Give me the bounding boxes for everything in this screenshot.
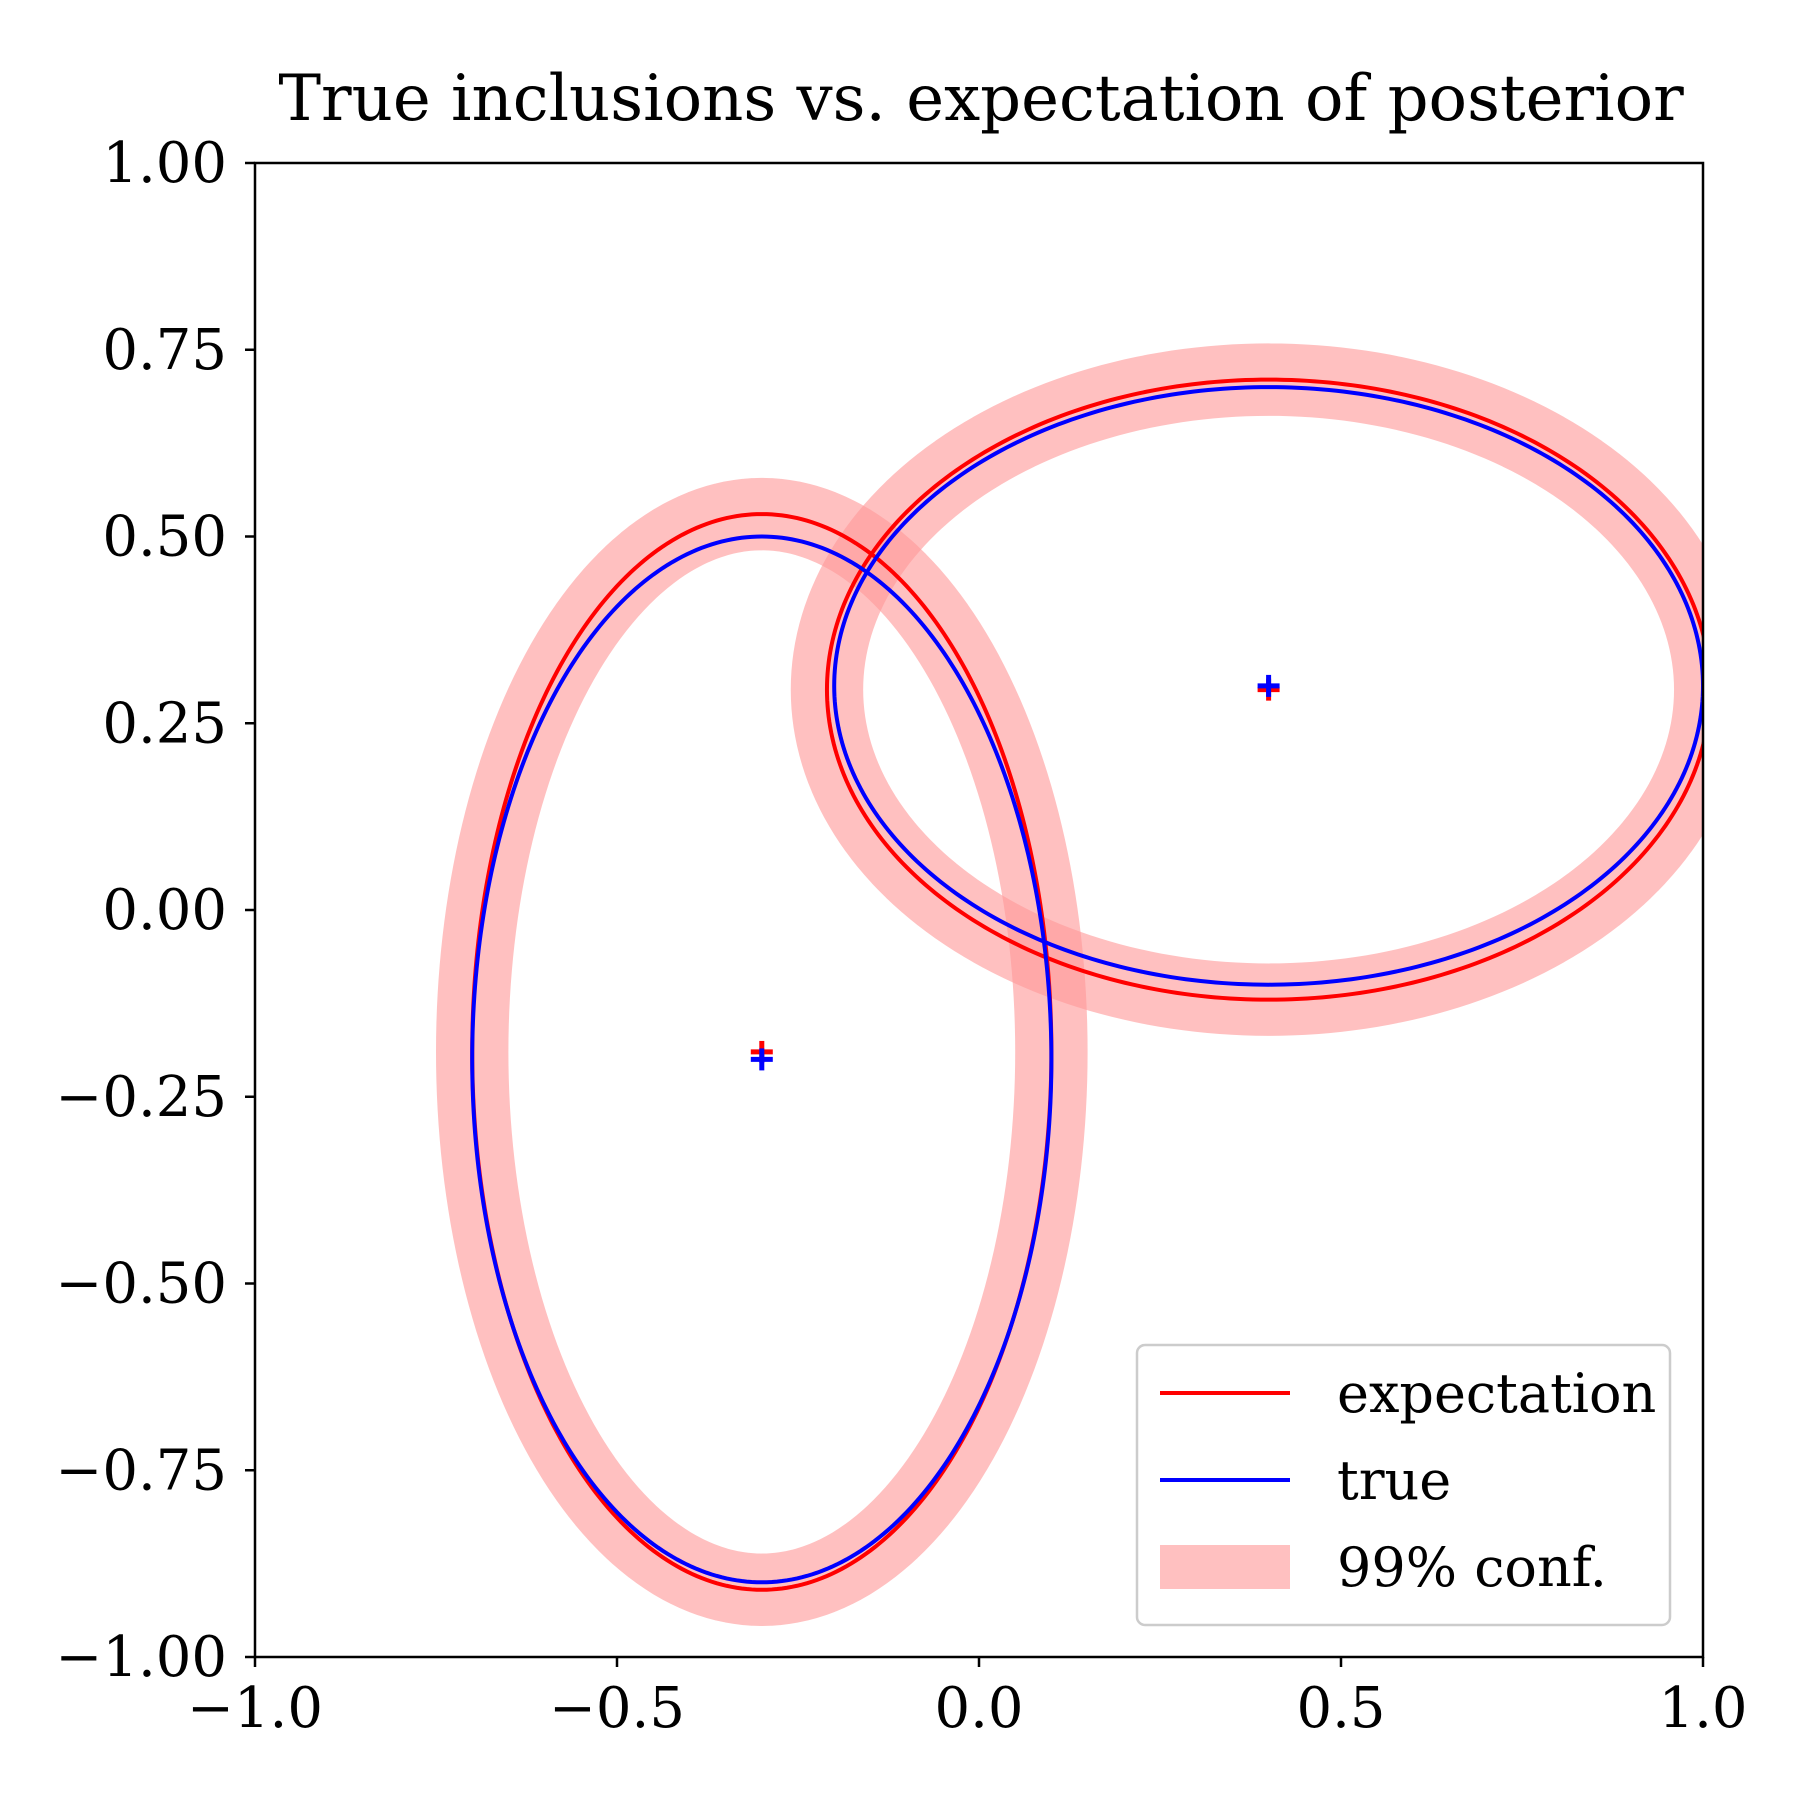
- true-ellipse-1: [470, 534, 1054, 1585]
- ellipse-curves: [470, 377, 1703, 1592]
- true-ellipse-2: [832, 385, 1703, 987]
- y-tick-label: 0.00: [102, 878, 227, 943]
- true-center-marker-1: [750, 1048, 773, 1071]
- x-tick-label: −0.5: [549, 1676, 685, 1741]
- expectation-ellipse-2: [824, 377, 1703, 1002]
- y-tick-label: 0.75: [102, 318, 227, 383]
- legend-conf-label: 99% conf.: [1337, 1536, 1607, 1599]
- x-tick-label: 1.0: [1658, 1676, 1747, 1741]
- y-tick-label: 0.50: [102, 505, 227, 570]
- true-center-marker-2: [1257, 674, 1280, 697]
- y-tick-label: 0.25: [102, 691, 227, 756]
- y-tick-label: 1.00: [102, 131, 227, 196]
- x-tick-label: 0.5: [1296, 1676, 1385, 1741]
- y-tick-label: −0.25: [55, 1065, 227, 1130]
- y-tick-label: −1.00: [55, 1625, 227, 1690]
- y-tick-label: −0.50: [55, 1252, 227, 1317]
- legend-expectation-label: expectation: [1337, 1362, 1656, 1425]
- y-axis: 1.00 0.75 0.50 0.25 0.00 −0.25 −0.50 −0.75 −1.00: [55, 131, 255, 1690]
- y-tick-label: −0.75: [55, 1438, 227, 1503]
- center-markers: [750, 674, 1280, 1071]
- legend: expectation true 99% conf.: [1135, 1343, 1672, 1627]
- x-tick-label: −1.0: [187, 1676, 323, 1741]
- legend-conf-swatch: [1160, 1545, 1290, 1589]
- chart-title: True inclusions vs. expectation of poste…: [278, 62, 1684, 136]
- x-tick-label: 0.0: [934, 1676, 1023, 1741]
- x-axis: −1.0 −0.5 0.0 0.5 1.0: [187, 1657, 1748, 1741]
- legend-true-label: true: [1337, 1449, 1451, 1512]
